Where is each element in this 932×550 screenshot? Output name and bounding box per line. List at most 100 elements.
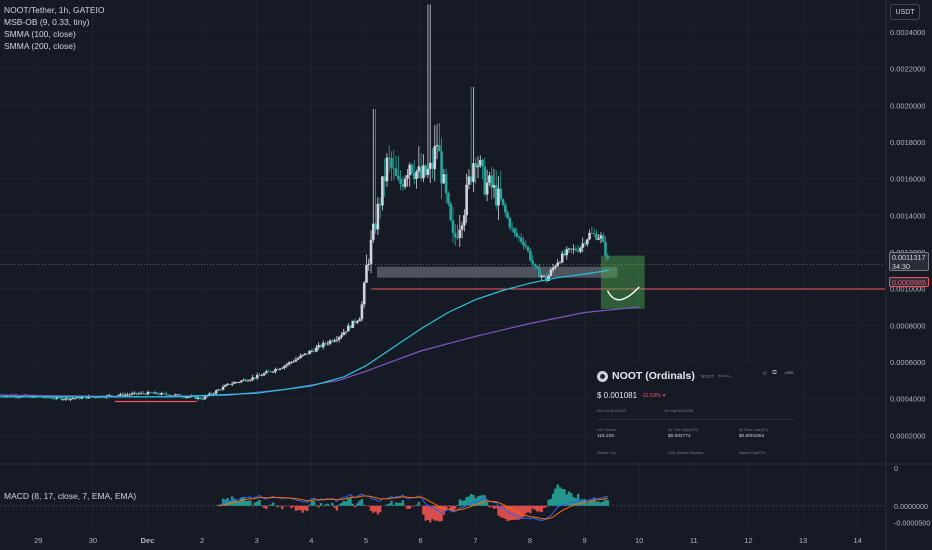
drawing-zones [376,255,645,309]
candle-down [570,248,573,250]
candle-up [442,174,446,184]
macd-histogram-bar [296,505,300,511]
candle-up [246,380,250,382]
legend-indicator-smma-200[interactable]: SMMA (200, close) [4,41,76,51]
candle-up [5,395,9,397]
candle-up [549,269,553,276]
candle-up [132,392,136,394]
macd-histogram-bar [447,505,450,507]
candle-up [358,319,361,322]
candle-up [540,275,544,278]
candle-up [130,393,134,395]
candle-up [21,395,25,397]
bar-countdown: 34:30 [892,262,910,271]
candle-up [567,248,571,250]
macd-histogram-bar [572,497,575,506]
macd-tick-label: 0.0000000 [894,502,928,511]
candle-up [173,394,177,396]
candles [0,4,610,402]
macd-histogram-bar [522,505,525,517]
candle-down [142,392,145,394]
legend-title[interactable]: NOOT/Tether, 1h, GATEIO [4,5,105,15]
last-price-tag: 0.0011317 34:30 [889,252,929,271]
candle-down [601,235,605,242]
external-link-icon[interactable]: ⧉ [772,370,777,376]
candle-down [499,188,503,199]
macd-histogram-bar [590,499,594,506]
price-tick-label: 0.0014000 [890,211,925,220]
coin-change: -11.53% ▾ [641,393,666,399]
candle-down [144,393,147,395]
candle-down [592,233,596,234]
candle-up [226,383,229,386]
candle-up [551,267,555,270]
candle-down [524,245,528,248]
time-axis[interactable]: 29 30 Dec 2 3 4 5 6 7 8 9 10 11 12 13 14 [34,536,862,545]
candle-up [376,203,380,230]
candle-up [308,351,311,355]
macd-histogram-bar [390,500,393,506]
candle-down [456,237,459,239]
time-tick-label: Dec [141,536,155,545]
macd-histogram-bar [506,505,509,522]
time-tick-label: 12 [744,536,752,545]
macd-histogram-bar [340,502,343,506]
candle-down [158,394,161,395]
macd-histogram-bar [299,505,302,511]
candle-down [183,397,186,398]
candle-up [187,396,191,398]
candle-down [583,243,587,245]
macd-histogram-bar [535,505,539,512]
macd-histogram-bar [378,505,382,513]
candle-down [440,151,443,184]
card-currency-select[interactable]: USD [785,370,794,375]
star-icon[interactable]: ☆ [762,371,768,377]
legend-indicator-msb-ob[interactable]: MSB-OB (9, 0.33, tiny) [4,17,90,27]
macd-histogram-bar [586,503,589,506]
macd-histogram-bar [465,497,468,506]
time-tick-label: 7 [473,536,477,545]
candle-down [531,260,534,264]
legend-indicator-smma-100[interactable]: SMMA (100, close) [4,29,76,39]
macd-histogram-bar [563,489,566,506]
candle-up [328,340,332,344]
candle-down [535,266,539,269]
price-tick-label: 0.0022000 [890,65,925,74]
moving-averages [0,269,640,403]
candle-up [185,397,188,398]
macd-histogram-bar [260,504,263,506]
candle-down [374,223,377,230]
macd-histogram-bar [333,505,336,508]
macd-histogram-bar [490,505,493,507]
macd-histogram-bar [540,505,543,513]
macd-histogram-bar [408,505,411,509]
candle-up [476,165,480,168]
time-tick-label: 10 [635,536,643,545]
macd-histogram-bar [242,497,245,506]
macd-histogram-bar [549,498,553,506]
macd-histogram-bar [385,504,389,506]
macd-histogram-bar [399,502,402,506]
candle-up [239,380,243,383]
candle-down [60,397,63,400]
candle-up [588,232,591,240]
macd-histogram-bar [246,500,250,506]
candle-down [178,394,182,397]
stat-ath: All Time High(ATH) $0.002774 [668,428,699,439]
macd-histogram-bar [606,500,609,506]
macd-legend[interactable]: MACD (8, 17, close, 7, EMA, EMA) [4,491,137,501]
candle-up [367,263,371,266]
candle-up [467,176,471,185]
candle-down [392,167,396,169]
macd-tick-label: 0 [894,464,898,473]
price-tick-label: 0.0004000 [890,395,925,404]
macd-histogram-bar [292,505,295,507]
price-tick-label: 0.0010000 [890,285,925,294]
currency-button[interactable]: USDT [890,4,920,20]
candle-up [294,359,298,362]
candle-up [208,393,211,396]
candle-up [351,320,355,328]
macd-histogram-bar [362,504,366,506]
